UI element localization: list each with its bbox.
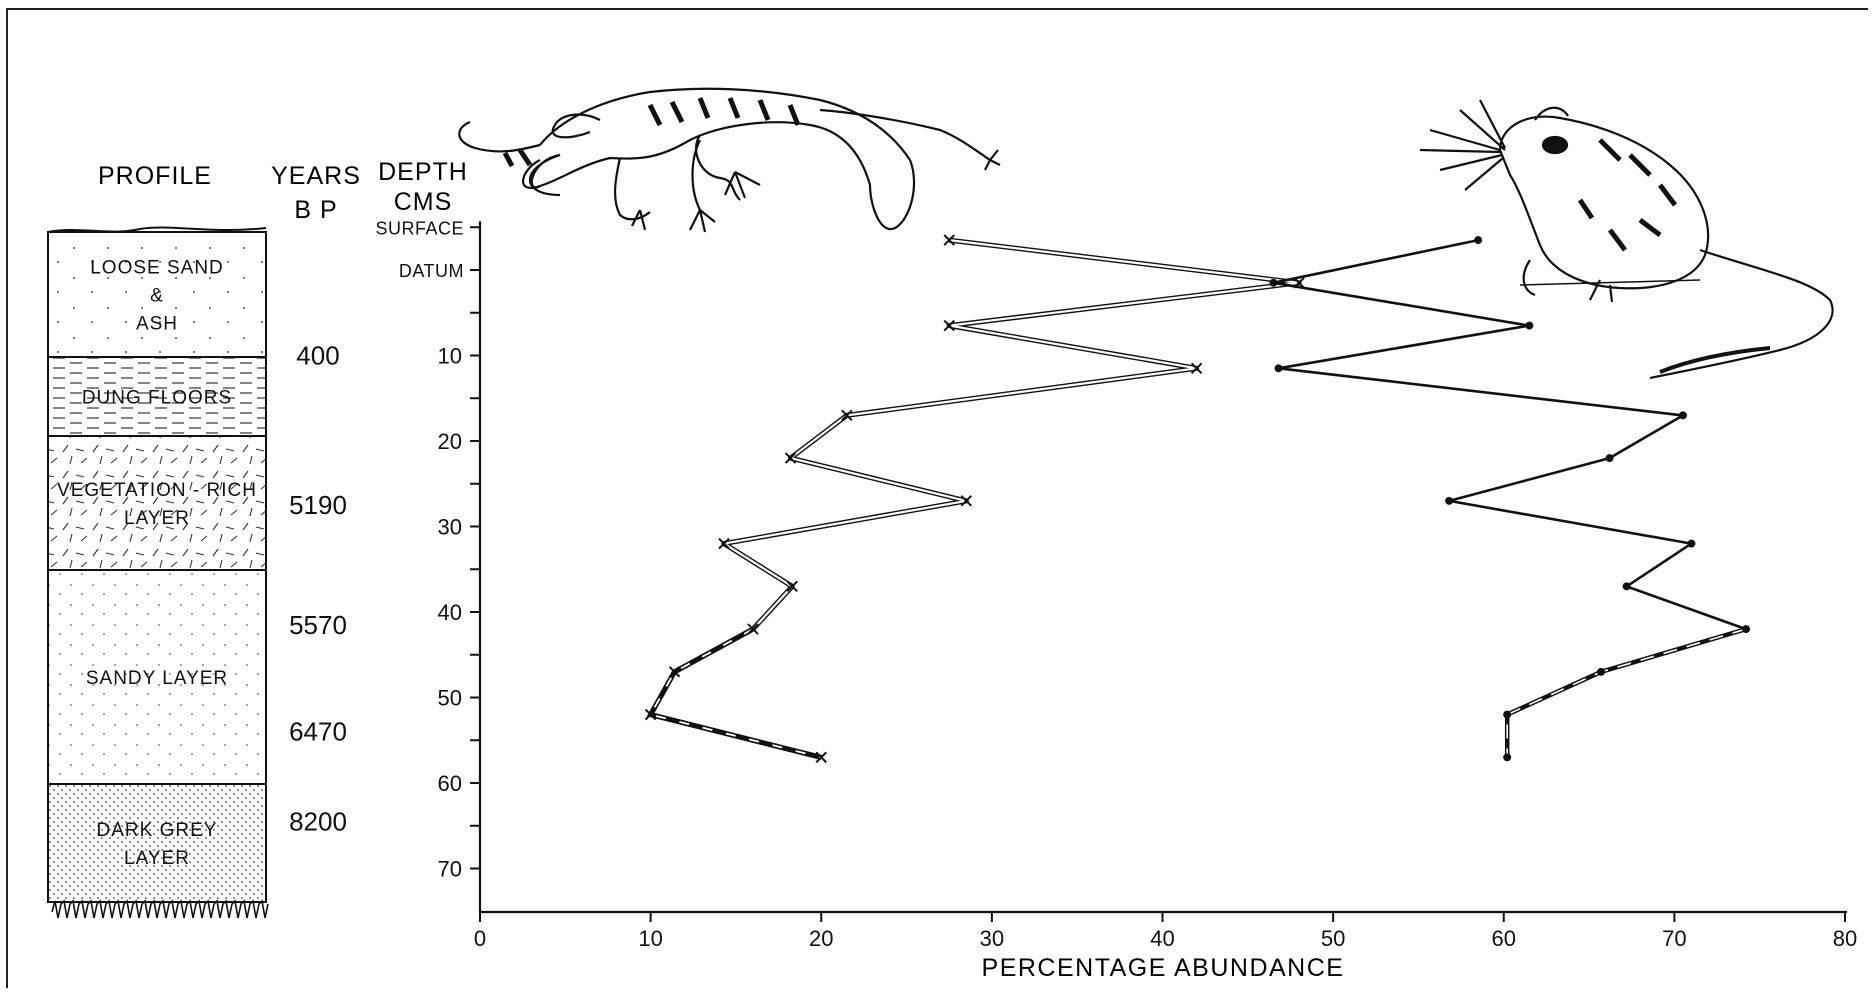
x-tick-label: 70	[1662, 926, 1686, 951]
profile-header: PROFILE	[98, 162, 212, 190]
data-point-dot	[1445, 496, 1454, 505]
series-rodent	[1269, 236, 1751, 762]
y-word-tick-label: DATUM	[399, 261, 464, 281]
age-label: 400	[296, 341, 339, 371]
data-point-x	[747, 623, 759, 635]
x-axis-title: PERCENTAGE ABUNDANCE	[982, 954, 1345, 982]
data-point-dot	[1269, 278, 1278, 287]
data-point-x	[943, 319, 955, 332]
y-tick-label: 20	[438, 429, 462, 454]
profile-layer-label: SANDY LAYER	[86, 668, 228, 689]
profile-layer-label: LAYER	[124, 508, 190, 529]
profile-root-edge	[51, 899, 269, 919]
ages-column: 400 5190 5570 6470 8200	[289, 341, 347, 837]
profile-layer	[47, 435, 267, 571]
profile-layer-label: ASH	[136, 314, 178, 335]
x-tick-label: 10	[638, 926, 662, 951]
y-tick-label: 30	[438, 515, 462, 540]
series-line-outer	[648, 237, 1302, 760]
data-point-dot	[1622, 582, 1631, 591]
data-point-dot	[1525, 321, 1534, 330]
data-point-x	[841, 409, 853, 422]
profile-layer-label: DUNG FLOORS	[82, 388, 232, 409]
profile-layer-label: VEGETATION - RICH	[57, 480, 257, 501]
profile-layer	[47, 356, 267, 437]
lizard-illustration	[458, 87, 1001, 233]
data-point-dot	[1687, 539, 1696, 548]
age-label: 5190	[289, 490, 347, 520]
data-point-x	[784, 452, 797, 464]
profile-column: LOOSE SAND & ASH DUNG FLOORS VEGETATION - RI…	[47, 226, 269, 919]
y-word-tick-label: SURFACE	[375, 218, 464, 238]
age-label: 6470	[289, 717, 347, 747]
data-point-dot	[1503, 710, 1512, 719]
x-tick-label: 60	[1492, 926, 1516, 951]
profile-layer	[47, 783, 267, 903]
age-label: 5570	[289, 610, 347, 640]
data-point-x	[718, 537, 730, 550]
series-line	[1272, 238, 1747, 631]
profile-layer	[47, 231, 267, 358]
depth-header-line2: CMS	[394, 188, 453, 216]
data-point-dot	[1605, 454, 1614, 463]
x-tick-label: 0	[474, 926, 486, 951]
data-point-x	[668, 666, 681, 678]
x-tick-label: 80	[1833, 926, 1857, 951]
rodent-illustration	[1419, 99, 1834, 380]
profile-layer-label: &	[150, 286, 164, 307]
data-point-dot	[1474, 236, 1483, 245]
data-point-dot	[1274, 364, 1283, 373]
profile-layer-label: DARK GREY	[97, 820, 218, 841]
data-point-x	[943, 234, 955, 246]
y-tick-label: 70	[438, 857, 462, 882]
y-tick-label: 10	[438, 344, 462, 369]
series-line-inner	[649, 239, 1301, 759]
y-tick-label: 50	[438, 686, 462, 711]
profile-layer-label: LAYER	[124, 848, 190, 869]
axes: 10 20 30 40 50 60 70 SURFACE DATUM 0 10 20 30 40 50 60 7…	[375, 218, 1857, 951]
years-header-line2: B P	[294, 196, 337, 224]
data-point-x	[960, 495, 972, 507]
series-line-lower	[646, 626, 822, 760]
profile-layer-label: LOOSE SAND	[90, 258, 224, 279]
data-point-dot	[1597, 667, 1606, 676]
x-tick-label: 50	[1321, 926, 1345, 951]
x-tick-label: 40	[1150, 926, 1174, 951]
data-point-x	[815, 751, 827, 764]
series-line-lower	[1504, 626, 1747, 758]
plot-area	[644, 234, 1751, 764]
y-tick-label: 40	[438, 600, 462, 625]
x-tick-label: 20	[809, 926, 833, 951]
depth-header-line1: DEPTH	[378, 158, 468, 186]
x-tick-label: 30	[980, 926, 1004, 951]
data-point-dot	[1503, 753, 1512, 762]
series-lizard	[644, 234, 1305, 764]
data-point-x	[1190, 362, 1203, 375]
data-point-dot	[1678, 411, 1687, 420]
series-line-lower-dash	[1506, 628, 1747, 758]
figure-frame	[6, 8, 1868, 988]
data-point-x	[644, 708, 657, 721]
data-point-x	[786, 580, 798, 593]
profile-top-edge	[47, 226, 267, 233]
data-point-dot	[1742, 625, 1751, 634]
age-label: 8200	[289, 806, 347, 836]
years-header-line1: YEARS	[271, 162, 361, 190]
y-tick-label: 60	[438, 771, 462, 796]
